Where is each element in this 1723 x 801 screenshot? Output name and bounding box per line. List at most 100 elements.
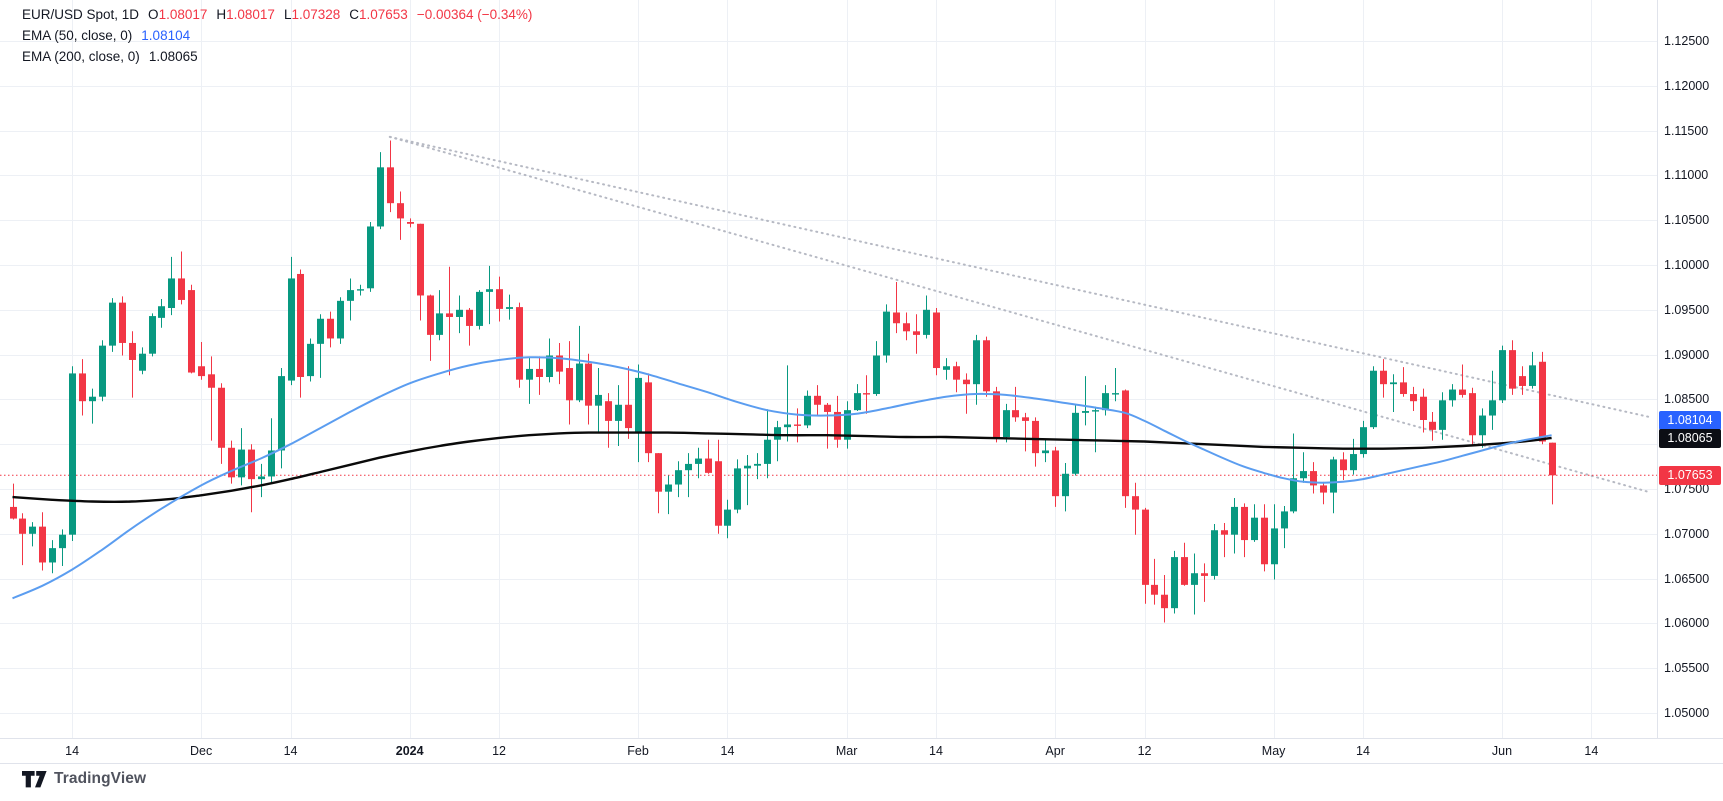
candle[interactable] — [248, 444, 255, 513]
candle[interactable] — [1509, 340, 1516, 395]
candle[interactable] — [377, 152, 384, 230]
candle[interactable] — [1489, 370, 1496, 430]
candle[interactable] — [844, 401, 851, 449]
candle[interactable] — [1390, 374, 1397, 412]
candle[interactable] — [367, 221, 374, 292]
candle[interactable] — [903, 312, 910, 341]
candle[interactable] — [724, 499, 731, 539]
candle[interactable] — [705, 439, 712, 474]
candle[interactable] — [1231, 497, 1238, 554]
candle[interactable] — [1380, 359, 1387, 398]
candle[interactable] — [1529, 351, 1536, 389]
candle[interactable] — [1171, 550, 1178, 614]
candle[interactable] — [1132, 482, 1139, 535]
candle[interactable] — [427, 294, 434, 361]
candle[interactable] — [1261, 504, 1268, 572]
candle[interactable] — [1092, 406, 1099, 453]
candles-layer[interactable] — [10, 140, 1556, 623]
candle[interactable] — [854, 384, 861, 412]
candle[interactable] — [913, 314, 920, 354]
candle[interactable] — [19, 513, 26, 566]
candle[interactable] — [387, 140, 394, 213]
candle[interactable] — [1271, 504, 1278, 580]
candle[interactable] — [734, 459, 741, 514]
candle[interactable] — [238, 428, 245, 486]
candle[interactable] — [1400, 367, 1407, 397]
candle[interactable] — [863, 375, 870, 414]
candle[interactable] — [188, 284, 195, 374]
candle[interactable] — [168, 256, 175, 316]
candle[interactable] — [1251, 504, 1258, 542]
candle[interactable] — [983, 336, 990, 397]
candle[interactable] — [873, 341, 880, 396]
candle[interactable] — [1102, 385, 1109, 416]
candle[interactable] — [99, 340, 106, 402]
candle[interactable] — [1479, 408, 1486, 448]
candle[interactable] — [49, 540, 56, 574]
candle[interactable] — [625, 366, 632, 439]
candle[interactable] — [943, 358, 950, 380]
candle[interactable] — [268, 418, 275, 483]
candle[interactable] — [208, 356, 215, 441]
candle[interactable] — [1539, 351, 1546, 445]
candle[interactable] — [665, 475, 672, 515]
candle[interactable] — [69, 366, 76, 541]
candle[interactable] — [804, 390, 811, 429]
ema50-line[interactable] — [12, 356, 1552, 600]
candle[interactable] — [754, 453, 761, 480]
candle[interactable] — [129, 331, 136, 398]
candle[interactable] — [446, 266, 453, 376]
candle[interactable] — [933, 308, 940, 376]
candle[interactable] — [1052, 446, 1059, 507]
candle[interactable] — [595, 368, 602, 433]
candle[interactable] — [1211, 523, 1218, 580]
ema200-label[interactable]: EMA (200, close, 0) — [22, 49, 140, 64]
candle[interactable] — [317, 314, 324, 378]
candle[interactable] — [1151, 558, 1158, 605]
candle[interactable] — [436, 290, 443, 341]
candle[interactable] — [1459, 364, 1466, 398]
candle[interactable] — [655, 453, 662, 514]
candle[interactable] — [89, 388, 96, 424]
candle[interactable] — [1330, 456, 1337, 514]
candle[interactable] — [109, 298, 116, 352]
candle[interactable] — [685, 453, 692, 498]
candle[interactable] — [218, 383, 225, 464]
candle[interactable] — [1003, 403, 1010, 443]
candle[interactable] — [278, 368, 285, 469]
candle[interactable] — [178, 251, 185, 305]
candle[interactable] — [496, 276, 503, 322]
candle[interactable] — [784, 365, 791, 442]
candle[interactable] — [556, 342, 563, 385]
candle[interactable] — [993, 386, 1000, 443]
candle[interactable] — [814, 385, 821, 416]
candle[interactable] — [576, 325, 583, 403]
candle[interactable] — [516, 302, 523, 388]
candle[interactable] — [407, 218, 414, 228]
candle[interactable] — [526, 357, 533, 404]
candle[interactable] — [675, 461, 682, 498]
candle[interactable] — [546, 338, 553, 383]
candle[interactable] — [337, 297, 344, 344]
candle[interactable] — [536, 356, 543, 395]
candle[interactable] — [1012, 386, 1019, 422]
candle[interactable] — [79, 359, 86, 416]
descending-trendline-upper[interactable] — [388, 135, 1652, 419]
candle[interactable] — [1032, 417, 1039, 467]
candle[interactable] — [228, 440, 235, 484]
candle[interactable] — [1112, 368, 1119, 402]
candle[interactable] — [695, 447, 702, 479]
candle[interactable] — [1370, 366, 1377, 429]
candle[interactable] — [566, 341, 573, 425]
candle[interactable] — [1241, 503, 1248, 558]
candle[interactable] — [466, 308, 473, 346]
candle[interactable] — [1340, 452, 1347, 481]
candle[interactable] — [923, 295, 930, 339]
candle[interactable] — [1022, 412, 1029, 452]
candle[interactable] — [347, 278, 354, 321]
candle[interactable] — [1449, 384, 1456, 407]
ema50-label[interactable]: EMA (50, close, 0) — [22, 28, 133, 43]
candle[interactable] — [953, 361, 960, 393]
candle[interactable] — [715, 439, 722, 534]
candle[interactable] — [645, 373, 652, 463]
